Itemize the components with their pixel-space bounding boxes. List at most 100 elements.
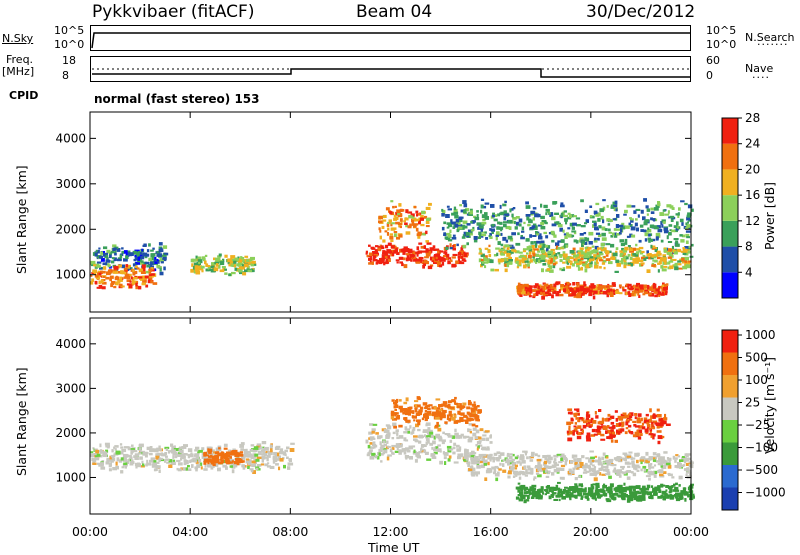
power-echo-cell bbox=[603, 266, 606, 270]
velocity-echo-cell bbox=[386, 440, 389, 444]
velocity-echo-cell bbox=[627, 413, 631, 416]
velocity-echo-cell bbox=[448, 413, 452, 417]
power-colorbar-seg bbox=[722, 195, 738, 221]
velocity-echo-cell bbox=[496, 451, 500, 454]
power-echo-cell bbox=[448, 234, 452, 239]
velocity-echo-cell bbox=[687, 486, 693, 491]
velocity-echo-cell bbox=[286, 446, 290, 450]
power-echo-cell bbox=[671, 229, 676, 233]
velocity-echo-cell bbox=[666, 462, 671, 466]
velocity-echo-cell bbox=[424, 409, 427, 413]
xtick-label: 12:00 bbox=[372, 524, 408, 539]
velocity-echo-cell bbox=[403, 437, 407, 442]
velocity-echo-cell bbox=[171, 461, 176, 465]
velocity-echo-cell bbox=[647, 420, 653, 423]
power-echo-cell bbox=[481, 221, 487, 225]
velocity-echo-cell bbox=[629, 491, 634, 494]
power-echo-cell bbox=[681, 222, 684, 226]
power-echo-cell bbox=[640, 209, 644, 214]
nsky-panel bbox=[90, 25, 691, 51]
power-echo-cell bbox=[680, 250, 683, 253]
power-echo-cell bbox=[687, 250, 691, 254]
power-echo-cell bbox=[685, 264, 689, 267]
power-echo-cell bbox=[671, 258, 677, 261]
velocity-echo-cell bbox=[682, 456, 686, 460]
power-echo-cell bbox=[632, 258, 637, 262]
velocity-echo-cell bbox=[547, 465, 552, 469]
power-echo-cell bbox=[632, 284, 635, 288]
velocity-echo-cell bbox=[426, 404, 431, 408]
velocity-echo-cell bbox=[436, 421, 439, 426]
velocity-echo-cell bbox=[177, 468, 182, 472]
velocity-echo-cell bbox=[523, 499, 527, 504]
power-echo-cell bbox=[431, 259, 435, 263]
power-echo-cell bbox=[528, 295, 532, 298]
power-echo-cell bbox=[566, 261, 570, 265]
velocity-echo-cell bbox=[422, 430, 428, 433]
velocity-echo-cell bbox=[530, 455, 534, 459]
velocity-echo-cell bbox=[396, 398, 399, 403]
velocity-echo-cell bbox=[236, 458, 242, 461]
velocity-colorbar-tick-label: −100 bbox=[745, 441, 778, 455]
velocity-echo-cell bbox=[178, 453, 183, 457]
velocity-echo-cell bbox=[396, 432, 399, 436]
velocity-echo-cell bbox=[427, 440, 430, 444]
velocity-echo-cell bbox=[195, 469, 198, 472]
power-echo-cell bbox=[647, 227, 650, 231]
velocity-echo-cell bbox=[580, 428, 583, 432]
power-echo-cell bbox=[519, 293, 523, 297]
power-echo-cell bbox=[573, 239, 578, 243]
power-echo-cell bbox=[399, 218, 403, 222]
velocity-echo-cell bbox=[685, 462, 691, 466]
velocity-echo-cell bbox=[464, 449, 469, 454]
velocity-echo-cell bbox=[478, 440, 482, 443]
power-echo-cell bbox=[662, 287, 668, 291]
power-echo-cell bbox=[237, 262, 243, 266]
velocity-echo-cell bbox=[657, 487, 661, 491]
power-echo-cell bbox=[161, 254, 167, 257]
power-echo-cell bbox=[660, 265, 664, 269]
velocity-echo-cell bbox=[242, 454, 248, 458]
power-echo-cell bbox=[619, 285, 622, 289]
velocity-echo-cell bbox=[505, 458, 509, 463]
velocity-echo-cell bbox=[536, 495, 541, 499]
power-echo-cell bbox=[635, 243, 638, 247]
velocity-echo-cell bbox=[644, 429, 649, 433]
velocity-echo-cell bbox=[632, 491, 638, 496]
velocity-echo-cell bbox=[144, 454, 148, 458]
power-echo-cell bbox=[555, 242, 560, 247]
velocity-echo-cell bbox=[674, 465, 678, 468]
power-echo-cell bbox=[96, 261, 102, 264]
power-echo-cell bbox=[151, 261, 156, 264]
velocity-echo-cell bbox=[624, 489, 627, 493]
power-echo-cell bbox=[449, 229, 452, 234]
velocity-echo-cell bbox=[618, 490, 624, 494]
velocity-echo-cell bbox=[675, 498, 681, 502]
velocity-echo-cell bbox=[506, 452, 510, 457]
power-echo-cell bbox=[194, 265, 199, 270]
power-echo-cell bbox=[675, 213, 680, 216]
velocity-echo-cell bbox=[124, 446, 129, 449]
power-echo-cell bbox=[231, 271, 236, 275]
power-echo-cell bbox=[610, 206, 615, 209]
power-echo-cell bbox=[686, 216, 691, 221]
power-echo-cell bbox=[103, 246, 108, 250]
velocity-echo-cell bbox=[613, 467, 617, 470]
velocity-echo-cell bbox=[119, 443, 123, 446]
velocity-echo-cell bbox=[651, 421, 654, 425]
power-echo-cell bbox=[547, 259, 551, 264]
power-echo-cell bbox=[215, 259, 220, 264]
power-echo-cell bbox=[131, 280, 137, 285]
velocity-echo-cell bbox=[643, 468, 646, 472]
velocity-echo-cell bbox=[568, 495, 572, 499]
power-echo-cell bbox=[396, 261, 399, 264]
power-echo-cell bbox=[404, 248, 409, 253]
power-echo-cell bbox=[387, 242, 392, 246]
velocity-echo-cell bbox=[571, 418, 574, 422]
velocity-echo-cell bbox=[448, 455, 452, 459]
velocity-echo-cell bbox=[662, 417, 668, 421]
velocity-echo-cell bbox=[454, 428, 457, 433]
power-echo-cell bbox=[560, 284, 564, 288]
power-echo-cell bbox=[538, 235, 543, 240]
power-echo-cell bbox=[591, 249, 596, 254]
